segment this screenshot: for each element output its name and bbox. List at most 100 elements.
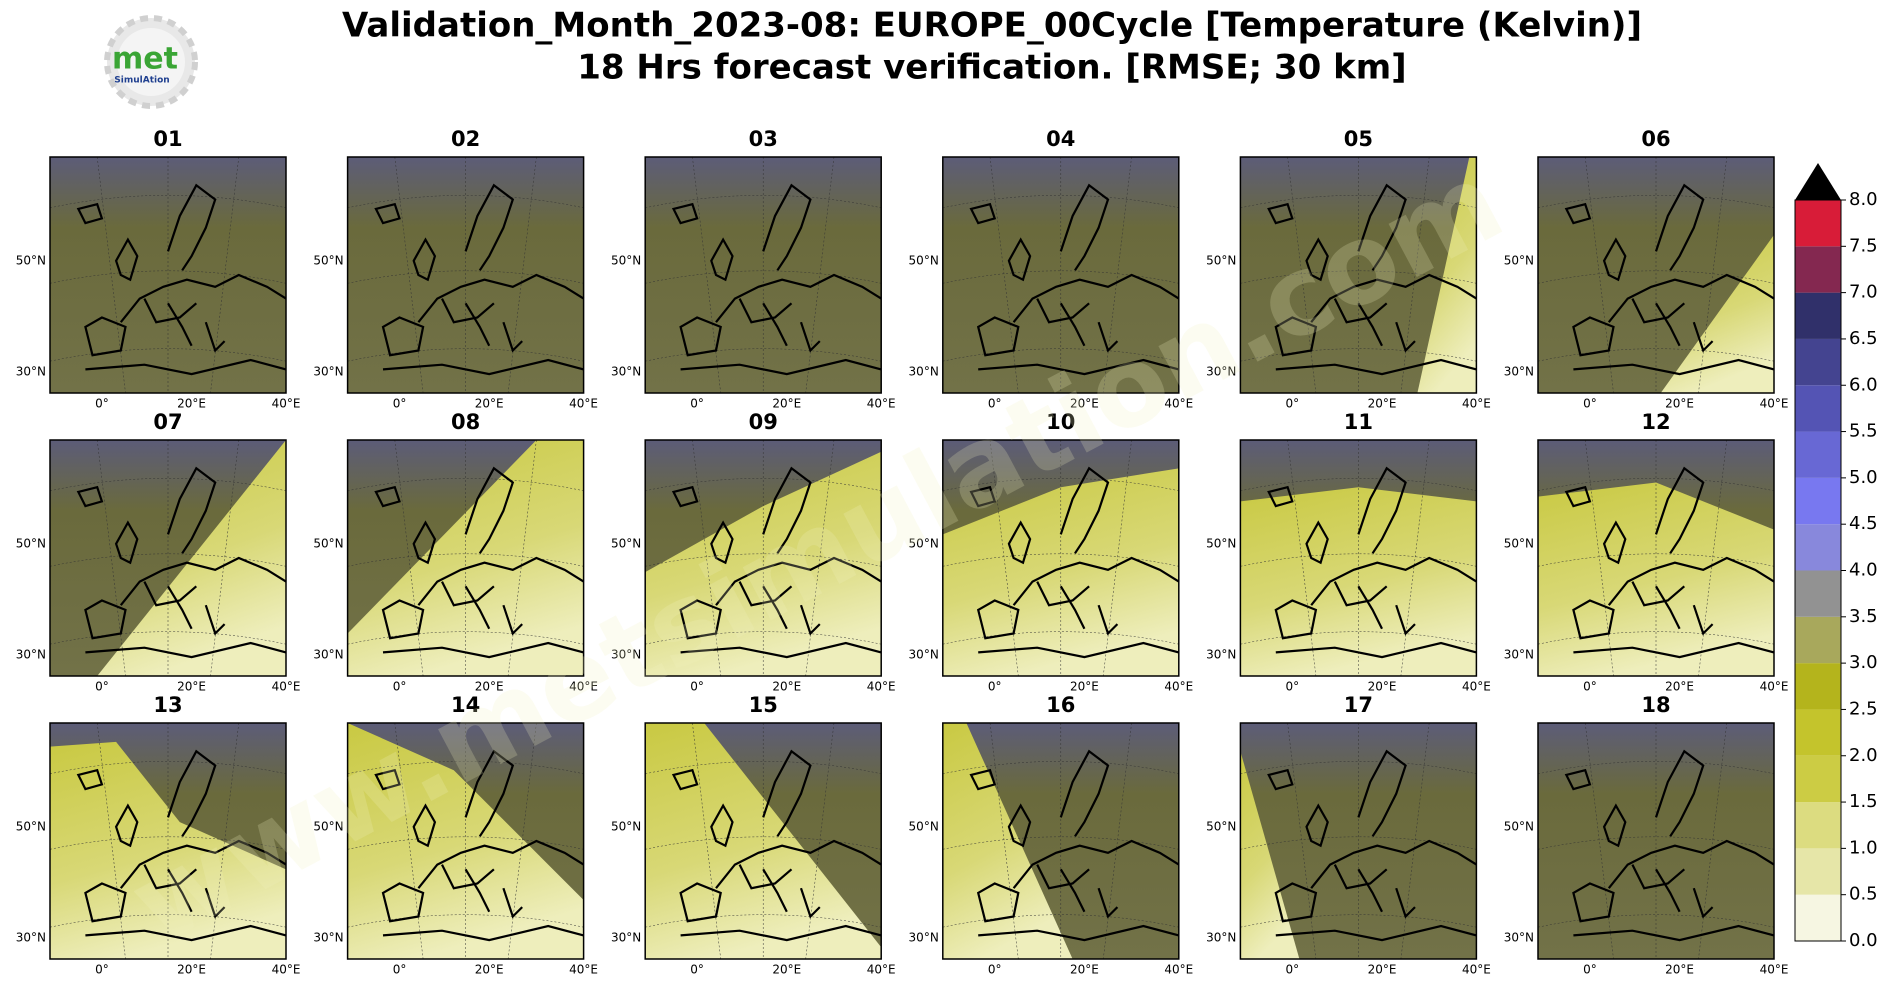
lon-label: 20°E <box>1070 680 1099 694</box>
panel-title: 15 <box>749 693 778 717</box>
map-panel: 03 50°N 30°N 0° 20°E 40°E <box>611 127 896 411</box>
lat-label: 30°N <box>611 364 641 378</box>
map-frame <box>346 722 585 960</box>
lat-label: 50°N <box>909 819 939 833</box>
logo-name: met <box>112 42 178 77</box>
colorbar-tick-label: 5.0 <box>1849 467 1878 488</box>
panel-title: 17 <box>1344 693 1373 717</box>
lon-label: 40°E <box>1164 963 1193 977</box>
map-frame <box>644 156 882 394</box>
lon-label: 20°E <box>772 397 801 411</box>
colorbar-level <box>1795 709 1841 756</box>
panel-title: 12 <box>1641 410 1670 434</box>
colorbar-tick-label: 1.0 <box>1849 837 1878 858</box>
coastline <box>76 466 287 659</box>
colorbar-tick-label: 7.5 <box>1849 235 1878 256</box>
lat-label: 50°N <box>611 253 641 267</box>
lat-label: 50°N <box>1206 536 1236 550</box>
lon-label: 40°E <box>272 963 301 977</box>
map-frame <box>942 439 1180 677</box>
lat-label: 50°N <box>1206 253 1236 267</box>
lat-label: 50°N <box>1504 253 1534 267</box>
lon-label: 40°E <box>1760 397 1789 411</box>
panel-title: 04 <box>1046 127 1075 151</box>
coastline <box>969 183 1180 376</box>
lon-label: 40°E <box>1164 680 1193 694</box>
colorbar-level <box>1795 246 1841 293</box>
map-panel: 01 50°N 30°N 0° 20°E 40°E <box>16 127 301 411</box>
colorbar: 0.0 0.5 1.0 1.5 2.0 2.5 3.0 3.5 4.0 4.5 5.0 5.5 6.0 6… <box>1794 163 1878 951</box>
lat-label: 30°N <box>313 647 343 661</box>
lat-label: 30°N <box>611 930 641 944</box>
map-panel: 18 50°N 30°N 0° 20°E 40°E <box>1504 693 1789 977</box>
lat-label: 50°N <box>16 536 46 550</box>
panels: 01 50°N 30°N 0° 20°E 40°E 02 50°N 30°N 0° 20°E 40°E… <box>16 127 1789 977</box>
lat-label: 50°N <box>313 819 343 833</box>
colorbar-level <box>1795 338 1841 386</box>
colorbar-level <box>1795 385 1841 432</box>
lon-label: 20°E <box>1665 680 1694 694</box>
lat-label: 30°N <box>16 647 46 661</box>
lon-label: 20°E <box>772 680 801 694</box>
colorbar-tick-label: 5.5 <box>1849 421 1878 442</box>
colorbar-level <box>1795 524 1841 571</box>
panel-title: 14 <box>451 693 480 717</box>
lon-label: 0° <box>1285 680 1299 694</box>
coastline <box>969 466 1180 659</box>
panel-title: 02 <box>451 127 480 151</box>
title-line-1: Validation_Month_2023-08: EUROPE_00Cycle… <box>342 6 1642 46</box>
colorbar-tick-label: 4.0 <box>1849 560 1878 581</box>
colorbar-tick-label: 3.5 <box>1849 606 1878 627</box>
map-frame <box>346 439 585 677</box>
lon-label: 40°E <box>569 680 598 694</box>
lon-label: 0° <box>1583 397 1597 411</box>
map-panel: 06 50°N 30°N 0° 20°E 40°E <box>1504 127 1789 411</box>
lat-label: 50°N <box>909 253 939 267</box>
coastline <box>374 749 585 942</box>
colorbar-level <box>1795 663 1841 710</box>
panel-title: 06 <box>1641 127 1670 151</box>
panel-title: 18 <box>1641 693 1670 717</box>
lon-label: 20°E <box>1665 963 1694 977</box>
lon-label: 0° <box>95 680 109 694</box>
lon-label: 40°E <box>1462 397 1491 411</box>
colorbar-level <box>1795 848 1841 895</box>
coastline <box>76 183 287 376</box>
lat-label: 30°N <box>611 647 641 661</box>
lon-label: 0° <box>988 963 1002 977</box>
coastline <box>1564 183 1775 376</box>
lon-label: 0° <box>1583 963 1597 977</box>
lat-label: 30°N <box>1206 647 1236 661</box>
coastline <box>1267 749 1477 942</box>
daylight-region <box>1660 234 1774 393</box>
lon-label: 20°E <box>1368 963 1397 977</box>
daylight-region <box>1240 751 1300 959</box>
lat-label: 30°N <box>1504 647 1534 661</box>
lon-label: 20°E <box>1665 397 1694 411</box>
lat-label: 50°N <box>1504 536 1534 550</box>
lat-label: 30°N <box>909 930 939 944</box>
lat-label: 30°N <box>1504 930 1534 944</box>
lon-label: 20°E <box>177 397 206 411</box>
panel-title: 10 <box>1046 410 1075 434</box>
lon-label: 0° <box>690 680 704 694</box>
map-panel: 14 50°N 30°N 0° 20°E 40°E <box>313 693 598 977</box>
daylight-region <box>645 451 882 676</box>
daylight-region <box>97 440 286 676</box>
lat-label: 30°N <box>1206 930 1236 944</box>
lat-label: 50°N <box>1206 819 1236 833</box>
title-line-2: 18 Hrs forecast verification. [RMSE; 30 … <box>577 48 1406 88</box>
lon-label: 20°E <box>772 963 801 977</box>
colorbar-extend <box>1795 163 1841 200</box>
map-panel: 13 50°N 30°N 0° 20°E 40°E <box>16 693 301 977</box>
colorbar-tick-label: 3.0 <box>1849 652 1878 673</box>
map-panel: 15 50°N 30°N 0° 20°E 40°E <box>611 693 896 977</box>
map-panel: 05 50°N 30°N 0° 20°E 40°E <box>1206 127 1491 411</box>
colorbar-tick-label: 2.0 <box>1849 745 1878 766</box>
colorbar-tick-label: 4.5 <box>1849 513 1878 534</box>
colorbar-level <box>1795 802 1841 849</box>
lon-label: 20°E <box>1368 397 1397 411</box>
lat-label: 30°N <box>313 364 343 378</box>
lon-label: 0° <box>393 680 407 694</box>
logo: met SimulAtion <box>104 15 198 109</box>
